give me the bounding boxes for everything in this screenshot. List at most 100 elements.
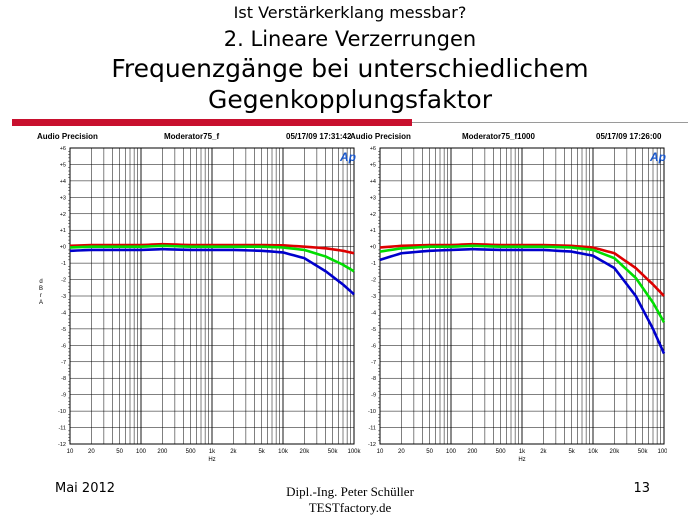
x-tick-label: 10k — [588, 449, 599, 455]
y-tick-label: -4 — [371, 310, 376, 316]
x-axis-label: Hz — [518, 457, 525, 463]
y-tick-label: -2 — [61, 278, 66, 284]
y-tick-label: -9 — [61, 393, 66, 399]
series-line-1 — [69, 242, 355, 255]
series-line-2 — [379, 244, 666, 323]
footer-author: Dipl.-Ing. Peter Schüller TESTfactory.de — [250, 484, 450, 516]
chart-header-date: 05/17/09 17:26:00 — [596, 132, 662, 141]
y-tick-label: -11 — [58, 426, 66, 432]
y-tick-label: +3 — [370, 195, 376, 201]
y-tick-label: -1 — [61, 261, 66, 267]
x-tick-label: 100k — [657, 449, 667, 455]
x-tick-label: 200 — [157, 449, 168, 455]
y-tick-label: -9 — [371, 393, 376, 399]
y-tick-label: +5 — [370, 162, 376, 168]
y-tick-label: -5 — [371, 327, 376, 333]
footer-author-name: Dipl.-Ing. Peter Schüller — [286, 484, 414, 499]
y-tick-label: -8 — [61, 376, 66, 382]
y-tick-label: +5 — [60, 162, 66, 168]
y-tick-label: -6 — [61, 343, 66, 349]
footer-author-site: TESTfactory.de — [308, 500, 392, 515]
y-tick-label: +4 — [60, 179, 66, 185]
ap-logo: Ap — [339, 150, 356, 164]
y-tick-label: +3 — [60, 195, 66, 201]
y-tick-label: +6 — [370, 146, 376, 152]
x-tick-label: 500 — [496, 449, 507, 455]
y-tick-label: -11 — [368, 426, 376, 432]
x-tick-label: 500 — [186, 449, 197, 455]
y-axis-label-char: A — [39, 300, 43, 306]
y-tick-label: -10 — [368, 409, 376, 415]
x-tick-label: 100 — [136, 449, 147, 455]
chart-header-date: 05/17/09 17:31:42 — [286, 132, 352, 141]
y-tick-label: +0 — [370, 245, 376, 251]
x-tick-label: 10 — [377, 449, 384, 455]
series-line-3 — [379, 247, 666, 355]
chart-1: Audio Precision Moderator75_f 05/17/09 17:… — [37, 132, 362, 463]
footer-date: Mai 2012 — [55, 481, 116, 496]
y-tick-label: -6 — [371, 343, 376, 349]
y-tick-label: +1 — [370, 228, 376, 234]
series-line-3 — [69, 247, 355, 296]
y-tick-label: -4 — [61, 310, 66, 316]
x-tick-label: 5k — [568, 449, 575, 455]
x-tick-label: 2k — [230, 449, 237, 455]
chart-header-title: Moderator75_f — [164, 132, 219, 141]
slide-subtitle-top: Ist Verstärkerklang messbar? — [233, 3, 467, 22]
chart-header-title: Moderator75_f1000 — [462, 132, 535, 141]
y-tick-label: +4 — [370, 179, 376, 185]
ap-logo: Ap — [649, 150, 666, 164]
grid-lines — [378, 147, 664, 445]
y-tick-label: -12 — [58, 442, 66, 448]
x-tick-label: 2k — [540, 449, 547, 455]
x-tick-label: 100k — [347, 449, 361, 455]
y-tick-label: +0 — [60, 245, 66, 251]
x-tick-label: 20k — [610, 449, 621, 455]
chart-header-left: Audio Precision — [350, 132, 411, 141]
y-tick-label: -2 — [371, 278, 376, 284]
chart-header-left: Audio Precision — [37, 132, 98, 141]
series-line-2 — [69, 244, 355, 273]
x-tick-label: 50 — [426, 449, 433, 455]
slide-title-line2: Gegenkopplungsfaktor — [208, 85, 492, 114]
x-tick-label: 10 — [67, 449, 74, 455]
measurement-screenshot: Audio Precision Moderator75_f 05/17/09 17:… — [37, 128, 667, 470]
x-tick-label: 10k — [278, 449, 289, 455]
accent-bar — [12, 119, 412, 126]
y-axis-label-char: r — [40, 293, 42, 299]
y-tick-label: +2 — [60, 212, 66, 218]
x-tick-label: 5k — [258, 449, 265, 455]
x-tick-label: 20 — [398, 449, 405, 455]
y-tick-label: -12 — [368, 442, 376, 448]
x-tick-label: 20k — [300, 449, 311, 455]
slide-title: Frequenzgänge bei unterschiedlichem Gege… — [0, 53, 700, 115]
y-tick-label: -7 — [61, 360, 66, 366]
x-axis-label: Hz — [208, 457, 215, 463]
x-tick-label: 1k — [209, 449, 216, 455]
y-tick-label: -10 — [58, 409, 66, 415]
x-tick-label: 20 — [88, 449, 95, 455]
grid-lines — [68, 147, 354, 445]
x-tick-label: 50k — [638, 449, 649, 455]
y-axis-label-char: B — [39, 286, 43, 292]
x-tick-label: 50 — [116, 449, 123, 455]
slide-subtitle: 2. Lineare Verzerrungen — [223, 27, 477, 51]
y-tick-label: -3 — [371, 294, 376, 300]
y-axis-label-char: d — [39, 279, 42, 285]
slide-title-line1: Frequenzgänge bei unterschiedlichem — [111, 54, 589, 83]
y-tick-label: -1 — [371, 261, 376, 267]
y-tick-label: -5 — [61, 327, 66, 333]
y-tick-label: -8 — [371, 376, 376, 382]
y-tick-label: +1 — [60, 228, 66, 234]
series-line-1 — [379, 242, 665, 297]
y-tick-label: +6 — [60, 146, 66, 152]
y-tick-label: -7 — [371, 360, 376, 366]
chart-2: Audio Precision Moderator75_f1000 05/17/09… — [350, 132, 667, 463]
y-tick-label: +2 — [370, 212, 376, 218]
x-tick-label: 50k — [328, 449, 339, 455]
x-tick-label: 1k — [519, 449, 526, 455]
page-number: 13 — [633, 481, 650, 496]
x-tick-label: 200 — [467, 449, 478, 455]
y-tick-label: -3 — [61, 294, 66, 300]
